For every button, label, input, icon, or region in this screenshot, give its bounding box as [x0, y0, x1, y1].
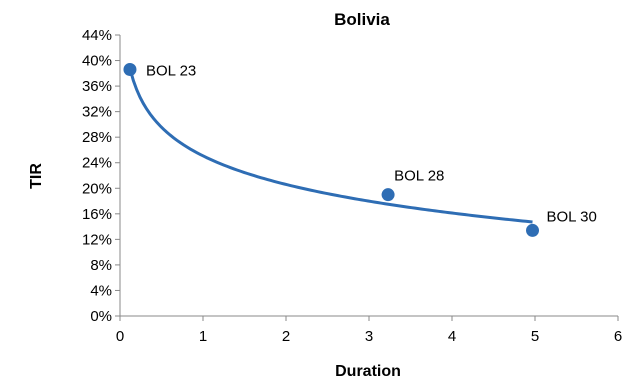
data-point	[381, 188, 395, 202]
y-tick-label: 40%	[82, 53, 112, 70]
y-tick-label: 44%	[82, 27, 112, 44]
y-tick-label: 32%	[82, 104, 112, 121]
x-tick-label: 0	[116, 328, 124, 345]
y-tick-label: 36%	[82, 78, 112, 95]
y-axis-label: TIR	[28, 163, 45, 189]
y-tick-label: 16%	[82, 206, 112, 223]
y-tick-label: 8%	[90, 257, 112, 274]
x-tick-label: 4	[448, 328, 456, 345]
data-point-label: BOL 28	[394, 168, 444, 185]
chart-title: Bolivia	[334, 10, 390, 29]
data-point	[123, 62, 137, 76]
y-tick-label: 12%	[82, 231, 112, 248]
x-tick-label: 5	[531, 328, 539, 345]
x-axis-label: Duration	[335, 363, 401, 380]
series: BOL 23 BOL 28 BOL 30	[123, 62, 597, 237]
data-point	[526, 223, 540, 237]
y-tick-label: 0%	[90, 308, 112, 325]
x-tick-label: 1	[199, 328, 207, 345]
y-tick-label: 24%	[82, 155, 112, 172]
x-tick-label: 3	[365, 328, 373, 345]
y-tick-label: 4%	[90, 282, 112, 299]
y-tick-label: 20%	[82, 180, 112, 197]
x-tick-label: 6	[614, 328, 622, 345]
x-tick-label: 2	[282, 328, 290, 345]
trendline	[128, 67, 533, 224]
data-point-label: BOL 30	[547, 208, 597, 225]
x-tick-labels: 0 1 2 3 4 5 6	[116, 316, 622, 345]
y-tick-label: 28%	[82, 129, 112, 146]
data-point-label: BOL 23	[146, 62, 196, 79]
y-tick-labels: 0% 4% 8% 12% 16% 20% 24% 28% 32% 36% 40% 44%	[82, 27, 120, 325]
